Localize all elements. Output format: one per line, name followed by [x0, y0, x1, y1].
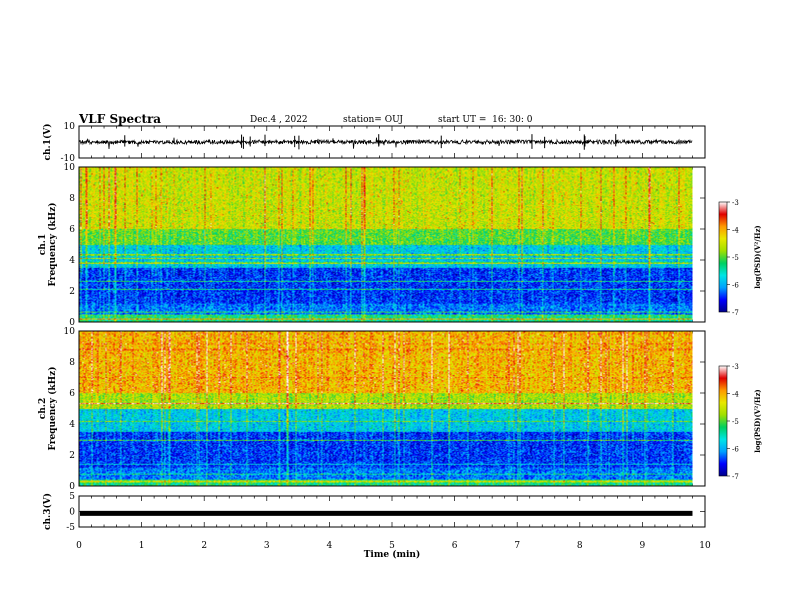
- panel-frame-overlay: [78, 330, 706, 487]
- colorbar-tick-label: -3: [732, 199, 739, 207]
- panel-frame-overlay: [78, 166, 706, 323]
- y-axis-label: ch.1(V): [42, 124, 53, 161]
- y-tick-label: 4: [69, 256, 75, 266]
- x-axis-label: Time (min): [364, 549, 421, 560]
- colorbar: [718, 365, 728, 477]
- y-tick-label: 8: [69, 358, 75, 368]
- y-tick-label: 0: [69, 318, 75, 328]
- y-tick-label: 10: [64, 122, 76, 132]
- x-tick-label: 10: [699, 541, 711, 551]
- y-tick-label: 0: [69, 482, 75, 492]
- colorbar-label: log(PSD)(V²/Hz): [753, 225, 762, 289]
- y-tick-label: 6: [69, 389, 75, 399]
- spectrogram-image-2: [79, 331, 693, 486]
- y-axis-label: Frequency (kHz): [47, 202, 58, 286]
- x-tick-label: 3: [264, 541, 270, 551]
- colorbar-tick-label: -6: [732, 446, 739, 454]
- date-label: Dec.4 , 2022: [250, 115, 308, 125]
- y-tick-label: -5: [66, 523, 75, 533]
- y-tick-label: 10: [64, 327, 76, 337]
- y-tick-label: -10: [61, 154, 76, 164]
- colorbar-tick-label: -5: [732, 254, 739, 262]
- colorbar: [718, 201, 728, 313]
- y-tick-label: 2: [69, 287, 75, 297]
- figure-title: VLF Spectra: [79, 112, 162, 126]
- colorbar-tick-label: -6: [732, 282, 739, 290]
- y-tick-label: 2: [69, 451, 75, 461]
- spectrogram-image-1: [79, 167, 693, 322]
- start-time-label: start UT = 16: 30: 0: [438, 115, 533, 125]
- ch3-waveform-trace: [80, 510, 693, 516]
- x-tick-label: 8: [577, 541, 583, 551]
- y-axis-label: Frequency (kHz): [47, 366, 58, 450]
- colorbar-tick-label: -3: [732, 363, 739, 371]
- x-tick-label: 5: [389, 541, 395, 551]
- y-tick-label: 5: [69, 492, 75, 502]
- colorbar-tick-label: -7: [732, 309, 739, 317]
- x-tick-label: 6: [452, 541, 458, 551]
- y-tick-label: 10: [64, 163, 76, 173]
- x-tick-label: 0: [76, 541, 82, 551]
- y-tick-label: 8: [69, 194, 75, 204]
- x-tick-label: 7: [514, 541, 520, 551]
- x-tick-label: 9: [640, 541, 646, 551]
- colorbar-tick-label: -5: [732, 418, 739, 426]
- y-axis-label: ch.3(V): [42, 493, 53, 530]
- colorbar-tick-label: -4: [732, 227, 739, 235]
- y-axis-label: ch.2: [38, 398, 48, 419]
- colorbar-label: log(PSD)(V²/Hz): [753, 389, 762, 453]
- y-tick-label: 4: [69, 420, 75, 430]
- colorbar-tick-label: -7: [732, 473, 739, 481]
- station-label: station= OUJ: [343, 115, 404, 125]
- y-axis-label: ch.1: [38, 234, 48, 255]
- x-tick-label: 1: [139, 541, 145, 551]
- x-tick-label: 4: [327, 541, 333, 551]
- y-tick-label: 6: [69, 225, 75, 235]
- ch1-waveform-trace: [79, 137, 693, 150]
- x-tick-label: 2: [201, 541, 207, 551]
- y-tick-label: 0: [69, 508, 75, 518]
- colorbar-tick-label: -4: [732, 391, 739, 399]
